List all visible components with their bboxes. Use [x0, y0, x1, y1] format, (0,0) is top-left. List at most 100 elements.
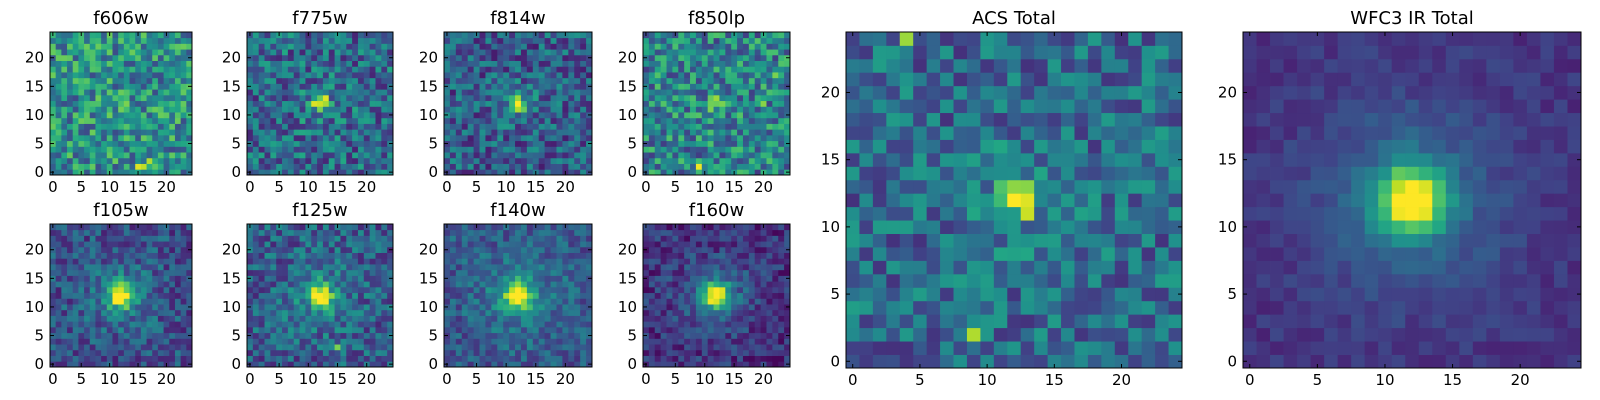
heatmap-cell — [352, 298, 359, 305]
heatmap-cell — [532, 134, 540, 142]
heatmap-cell — [174, 134, 182, 142]
heatmap-cell — [784, 60, 791, 67]
heatmap-cell — [252, 72, 260, 79]
heatmap-cell — [180, 146, 187, 153]
heatmap-cell — [123, 117, 130, 124]
heatmap-cell — [461, 258, 469, 265]
heatmap-cell — [311, 252, 318, 259]
heatmap-cell — [67, 309, 74, 316]
heatmap-cell — [678, 361, 685, 368]
heatmap-cell — [648, 66, 656, 73]
heatmap-cell — [544, 344, 551, 351]
heatmap-cell — [538, 349, 546, 356]
heatmap-cell — [129, 140, 136, 147]
heatmap-cell — [648, 89, 656, 96]
heatmap-cell — [684, 344, 691, 351]
heatmap-cell — [690, 106, 697, 113]
heatmap-cell — [381, 106, 388, 113]
heatmap-cell — [129, 152, 136, 159]
heatmap-cell — [106, 112, 113, 119]
heatmap-cell — [270, 315, 277, 322]
heatmap-cell — [503, 286, 510, 294]
heatmap-cell — [146, 49, 153, 56]
heatmap-cell — [574, 66, 581, 73]
heatmap-cell — [654, 163, 662, 170]
heatmap-cell — [135, 129, 142, 136]
heatmap-cell — [643, 106, 650, 113]
heatmap-cell — [317, 157, 324, 164]
heatmap-cell — [467, 66, 474, 73]
heatmap-cell — [449, 169, 457, 176]
heatmap-cell — [129, 229, 136, 236]
heatmap-cell — [375, 281, 382, 288]
heatmap-cell — [449, 355, 457, 362]
heatmap-cell — [778, 77, 785, 84]
heatmap-cell — [282, 112, 289, 119]
heatmap-cell — [328, 100, 335, 107]
heatmap-cell — [526, 286, 534, 294]
heatmap-cell — [180, 286, 187, 294]
heatmap-cell — [72, 292, 79, 299]
heatmap-cell — [778, 94, 785, 102]
heatmap-cell — [760, 309, 767, 316]
heatmap-cell — [538, 54, 546, 61]
heatmap-cell — [526, 281, 534, 288]
heatmap-cell — [479, 72, 486, 79]
heatmap-cell — [305, 349, 312, 356]
heatmap-cell — [754, 43, 761, 50]
heatmap-cell — [660, 349, 667, 356]
heatmap-cell — [562, 37, 569, 44]
heatmap-cell — [760, 134, 767, 142]
heatmap-cell — [258, 169, 265, 176]
heatmap-cell — [129, 338, 136, 345]
heatmap-cell — [299, 292, 306, 299]
heatmap-cell — [78, 264, 85, 271]
heatmap-cell — [352, 123, 359, 130]
heatmap-cell — [479, 54, 486, 61]
heatmap-cell — [282, 275, 289, 282]
heatmap-cell — [713, 112, 720, 119]
heatmap-cell — [157, 229, 164, 236]
heatmap-cell — [305, 72, 312, 79]
heatmap-cell — [264, 355, 271, 362]
heatmap-cell — [760, 43, 767, 50]
heatmap-cell — [772, 281, 779, 288]
heatmap-cell — [690, 89, 697, 96]
heatmap-cell — [556, 32, 563, 39]
heatmap-cell — [742, 66, 750, 73]
heatmap-cell — [467, 258, 474, 265]
heatmap-cell — [163, 252, 170, 259]
heatmap-cell — [455, 37, 463, 44]
heatmap-cell — [479, 235, 486, 242]
heatmap-cell — [247, 355, 254, 362]
x-tick-label: 10 — [695, 178, 714, 196]
heatmap-cell — [381, 309, 388, 316]
heatmap-cell — [784, 309, 791, 316]
heatmap-cell — [532, 100, 540, 107]
heatmap-cell — [84, 72, 91, 79]
heatmap-cell — [538, 281, 546, 288]
heatmap-cell — [340, 112, 347, 119]
heatmap-cell — [78, 129, 85, 136]
heatmap-cell — [112, 298, 119, 305]
heatmap-cell — [666, 298, 673, 305]
heatmap-cell — [123, 49, 130, 56]
heatmap-cell — [375, 152, 382, 159]
heatmap-cell — [305, 123, 312, 130]
heatmap-cell — [106, 77, 113, 84]
x-tick-label: 20 — [556, 178, 575, 196]
heatmap-cell — [766, 43, 773, 50]
heatmap-cell — [180, 326, 187, 334]
heatmap-cell — [725, 146, 732, 153]
heatmap-cell — [258, 269, 265, 276]
heatmap-cell — [299, 321, 306, 328]
heatmap-cell — [690, 146, 697, 153]
heatmap-cell — [719, 140, 726, 147]
heatmap-cell — [491, 235, 498, 242]
heatmap-cell — [580, 146, 587, 153]
heatmap-cell — [311, 94, 318, 102]
heatmap-cell — [112, 89, 119, 96]
heatmap-cell — [123, 224, 130, 231]
heatmap-cell — [719, 134, 726, 142]
